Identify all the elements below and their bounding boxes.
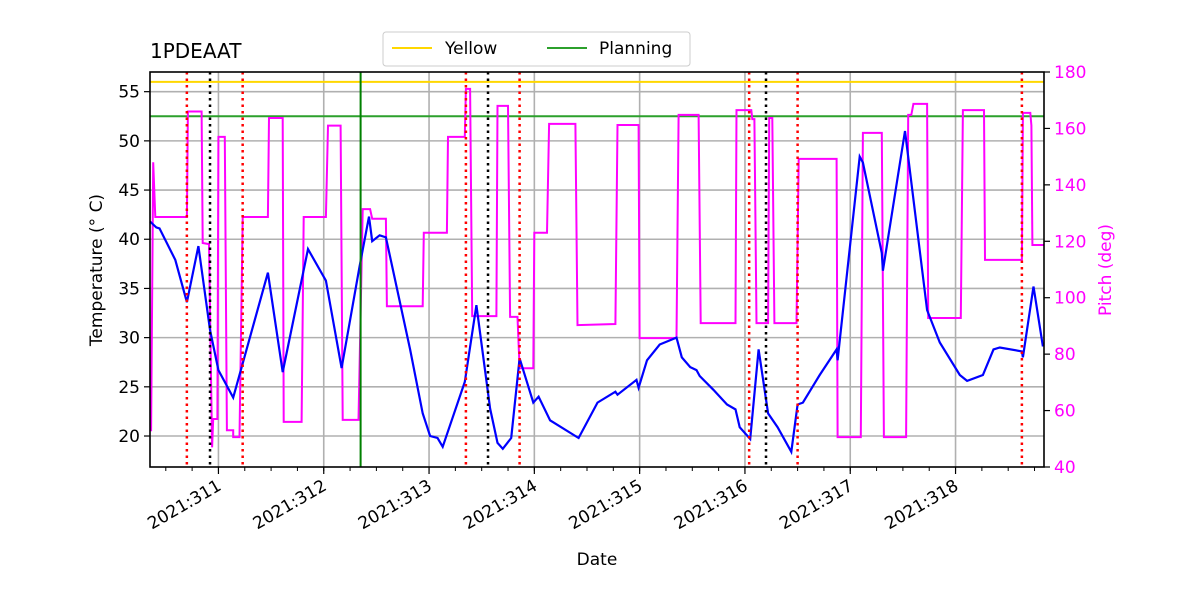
y-tick-label: 40 (118, 230, 140, 250)
axes: 2021:311 2021:312 2021:313 2021:314 2021:315… (118, 63, 1086, 534)
y-tick-label: 30 (118, 329, 140, 349)
x-tick-label: 2021:316 (671, 476, 752, 534)
y2-tick-label: 40 (1054, 458, 1076, 478)
y2-tick-label: 160 (1054, 119, 1086, 139)
y-axis-label: Temperature (° C) (87, 194, 107, 347)
y-tick-label: 45 (118, 181, 140, 201)
y-tick-label: 25 (118, 378, 140, 398)
x-tick-label: 2021:312 (250, 476, 331, 534)
y2-tick-label: 60 (1054, 402, 1076, 422)
y-tick-label: 35 (118, 279, 140, 299)
legend: Yellow Planning (382, 31, 691, 67)
chart-title: 1PDEAAT (150, 39, 242, 63)
x-axis-label: Date (577, 550, 618, 570)
x-tick-label: 2021:317 (776, 476, 857, 534)
y2-tick-label: 180 (1054, 63, 1086, 83)
x-tick-label: 2021:313 (355, 476, 436, 534)
y-tick-label: 20 (118, 427, 140, 447)
legend-box (382, 31, 691, 67)
y2-tick-label: 120 (1054, 232, 1086, 252)
x-tick-label: 2021:311 (144, 476, 225, 534)
y2-tick-label: 80 (1054, 345, 1076, 365)
y2-tick-label: 140 (1054, 176, 1086, 196)
x-tick-label: 2021:318 (882, 476, 963, 534)
temperature-series-line (149, 130, 1044, 456)
plot-lines (149, 72, 1044, 467)
plot-frame (149, 71, 1045, 468)
x-tick-label: 2021:315 (566, 476, 647, 534)
x-tick-label: 2021:314 (460, 476, 541, 534)
pitch-series-line (150, 87, 1044, 448)
y2-axis-label: Pitch (deg) (1096, 224, 1116, 316)
legend-label-yellow: Yellow (444, 39, 497, 59)
y-tick-label: 50 (118, 132, 140, 152)
y2-tick-label: 100 (1054, 289, 1086, 309)
y-tick-label: 55 (118, 83, 140, 103)
legend-label-planning: Planning (599, 39, 672, 59)
